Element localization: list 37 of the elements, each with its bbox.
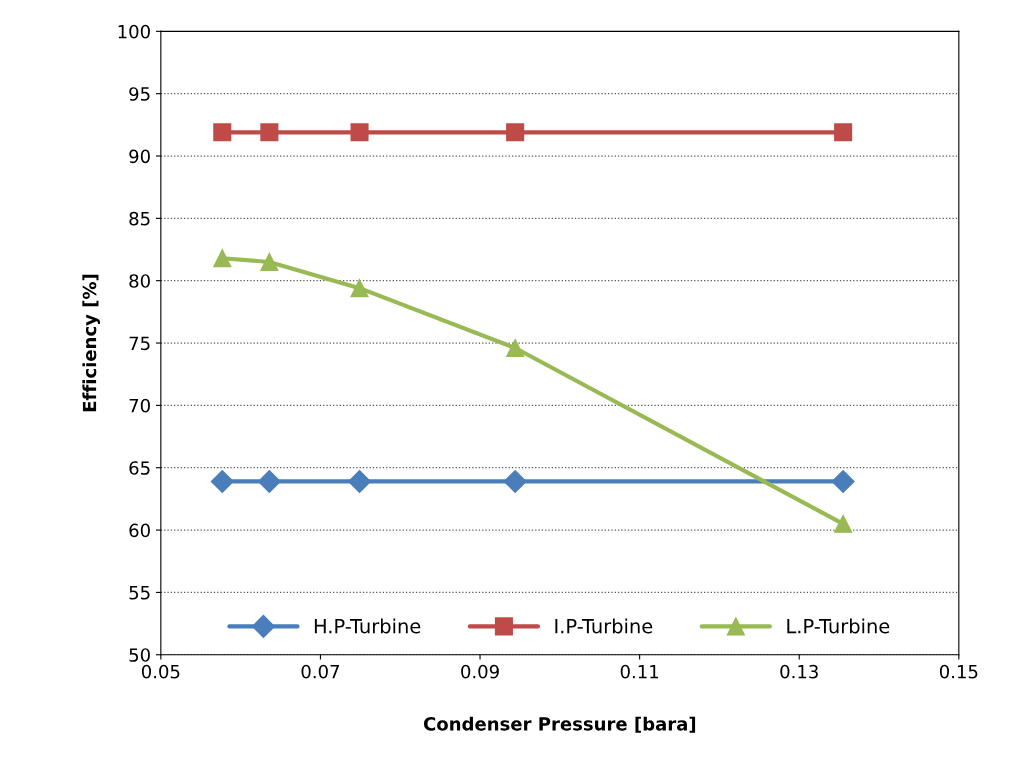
point [213, 123, 232, 142]
y-tick-label: 65 [129, 461, 150, 475]
point [260, 252, 279, 272]
x-tick-label: 0.07 [301, 664, 339, 679]
point [257, 469, 281, 493]
y-tick-label: 95 [129, 87, 150, 101]
point [834, 123, 853, 142]
y-tick-label: 70 [129, 398, 150, 413]
y-tick-label: 100 [118, 24, 150, 39]
point [350, 123, 369, 142]
point [350, 279, 369, 298]
x-tick-label: 0.09 [461, 664, 499, 679]
point [831, 469, 855, 493]
y-tick-label: 50 [129, 648, 150, 662]
point [506, 123, 525, 142]
point [834, 514, 853, 533]
x-tick-label: 0.11 [620, 664, 659, 679]
y-tick-label: 80 [129, 274, 150, 288]
legend-label: H.P-Turbine [314, 618, 421, 634]
point [210, 469, 234, 493]
y-tick-label: 85 [129, 211, 150, 226]
y-tick-label: 55 [129, 586, 150, 600]
x-tick-label: 0.13 [780, 664, 818, 679]
point [260, 123, 279, 142]
x-tick-label: 0.15 [939, 664, 978, 679]
point [213, 249, 232, 268]
legend-label: L.P-Turbine [787, 618, 890, 634]
y-tick-label: 75 [129, 336, 150, 351]
x-tick-label: 0.05 [141, 664, 180, 679]
point [503, 469, 527, 493]
legend-label: I.P-Turbine [555, 618, 653, 634]
y-tick-label: 60 [129, 523, 150, 538]
point [506, 338, 525, 358]
y-tick-label: 90 [129, 149, 150, 164]
x-axis-title: Condenser Pressure [bara] [423, 716, 696, 733]
y-axis-title: Efficiency [%] [82, 274, 100, 412]
point [348, 469, 372, 493]
